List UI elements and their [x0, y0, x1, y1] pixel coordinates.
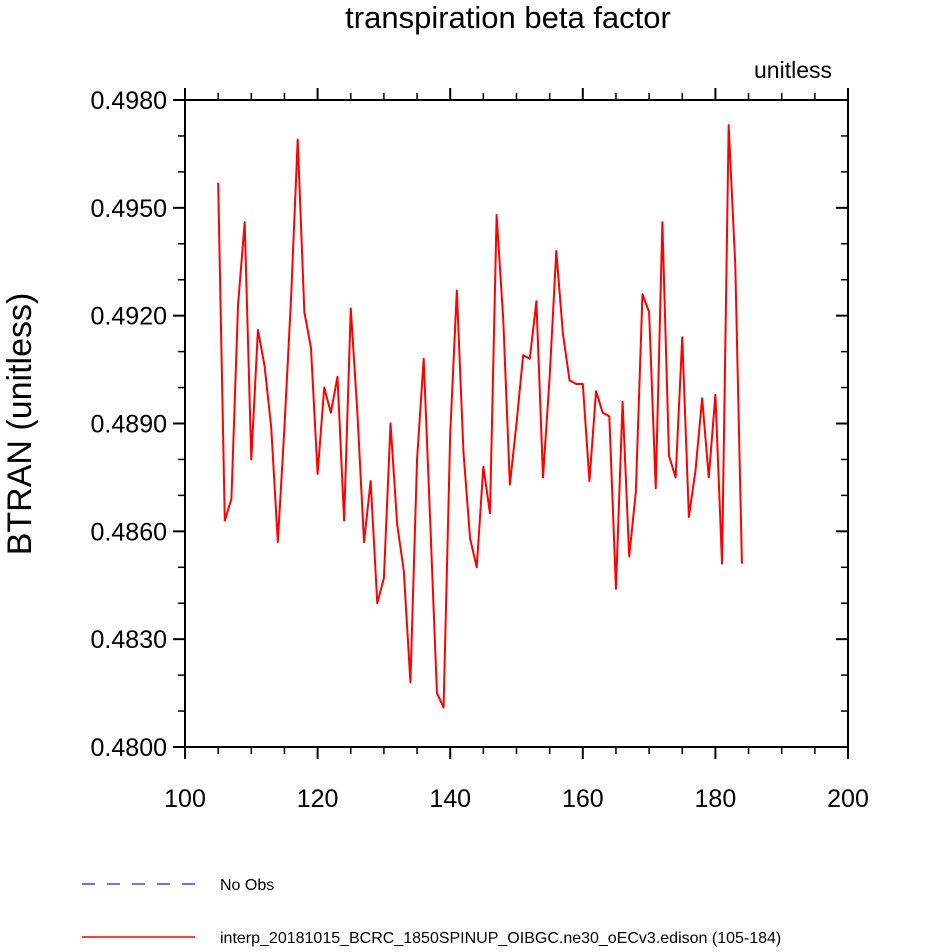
x-tick-label: 100: [164, 785, 206, 813]
x-tick-label: 160: [562, 785, 604, 813]
legend-label-1: interp_20181015_BCRC_1850SPINUP_OIBGC.ne…: [220, 930, 781, 947]
legend-label-0: No Obs: [220, 877, 274, 894]
y-tick-label: 0.4920: [91, 303, 167, 331]
series-line-1: [217, 124, 743, 709]
chart-title: transpiration beta factor: [345, 0, 671, 35]
x-tick-label: 120: [297, 785, 339, 813]
units-label: unitless: [754, 57, 832, 83]
legend: No Obs interp_20181015_BCRC_1850SPINUP_OI…: [82, 877, 781, 947]
y-tick-label: 0.4890: [91, 411, 167, 439]
x-tick-label: 140: [429, 785, 471, 813]
x-tick-label: 180: [695, 785, 737, 813]
series-layer: [217, 124, 743, 709]
x-axis: 100 120 140 160 180 200: [164, 88, 869, 813]
y-tick-label: 0.4950: [91, 195, 167, 223]
y-tick-label: 0.4800: [91, 734, 167, 762]
y-tick-label: 0.4830: [91, 626, 167, 654]
y-tick-label: 0.4860: [91, 518, 167, 546]
y-axis: 0.4800 0.4830 0.4860 0.4890 0.4920 0.4950 0.49…: [91, 87, 848, 762]
y-axis-label: BTRAN (unitless): [1, 293, 39, 556]
y-tick-label: 0.4980: [91, 87, 167, 115]
x-tick-label: 200: [827, 785, 869, 813]
